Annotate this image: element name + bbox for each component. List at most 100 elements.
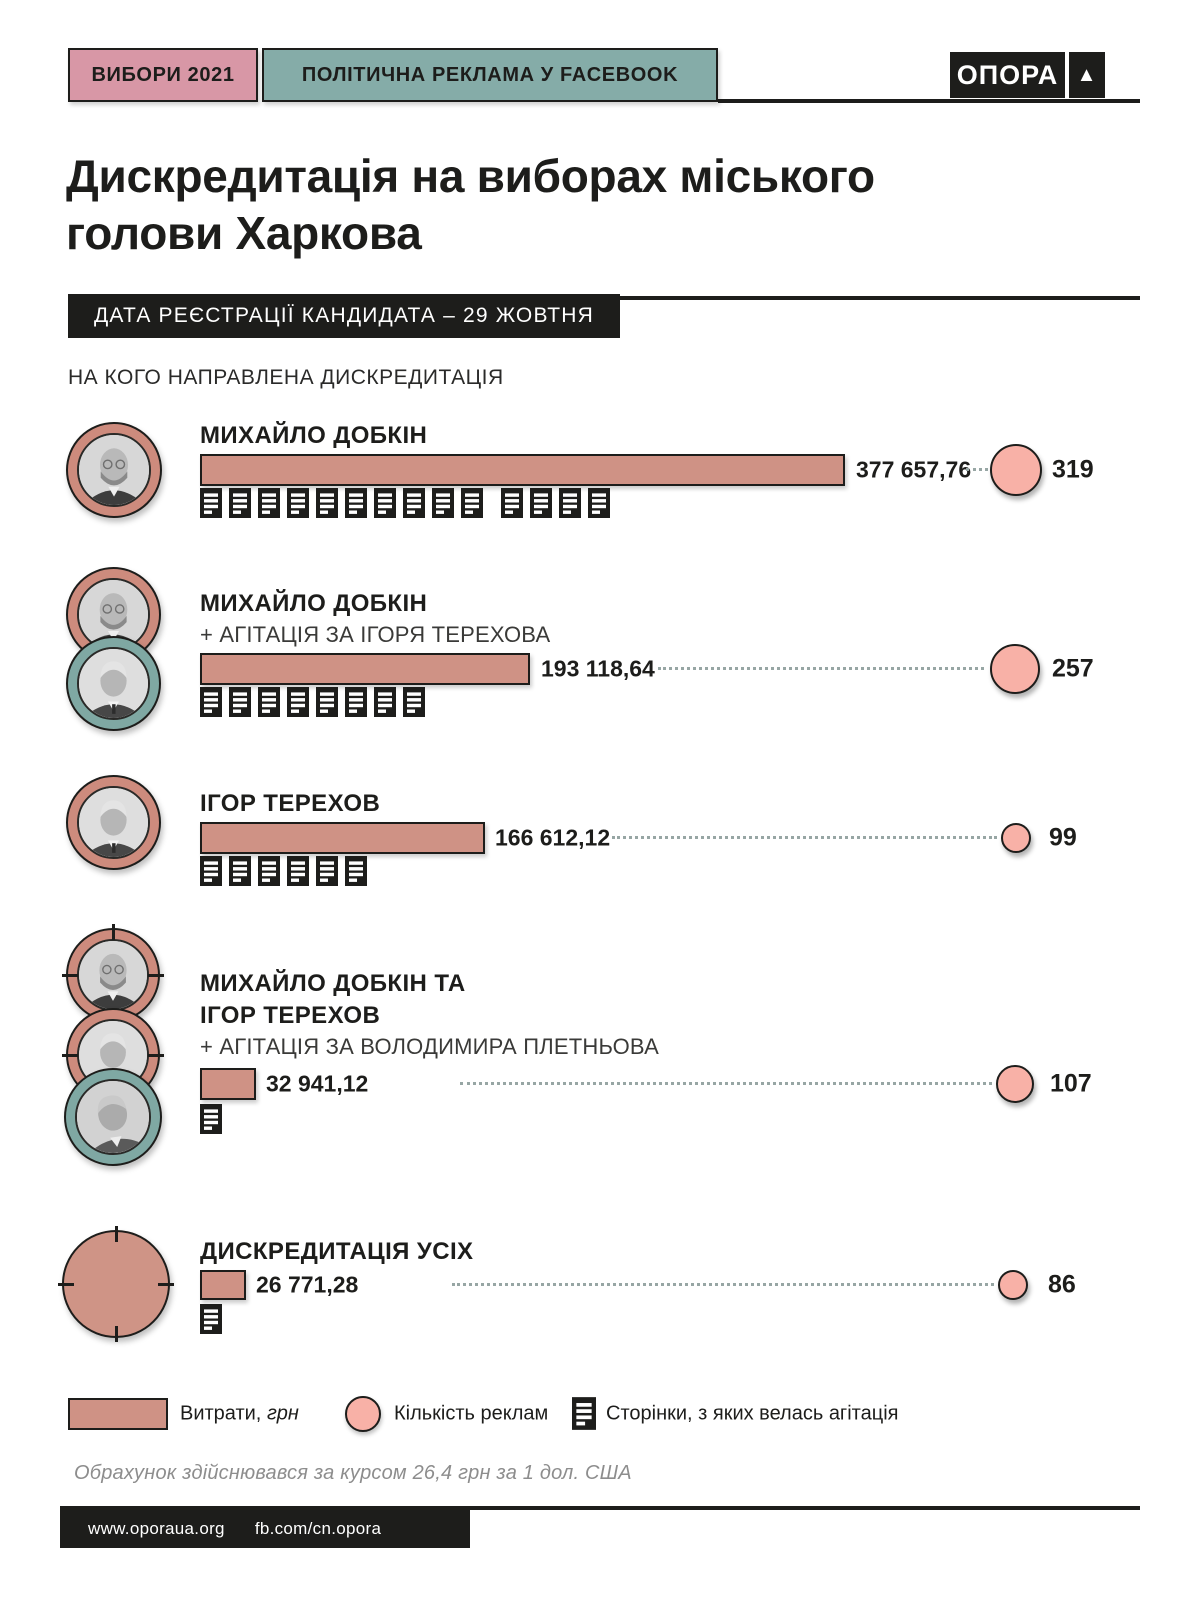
dotted-leader [966, 468, 988, 471]
footer: www.oporaua.org fb.com/cn.opora [60, 1510, 470, 1548]
spend-value: 32 941,12 [266, 1070, 369, 1097]
page-icon [501, 488, 523, 518]
all-targets-circle [58, 1226, 174, 1342]
opora-logo-text: ОПОРА [956, 59, 1059, 90]
ads-count-circle [996, 1065, 1034, 1103]
page-icon [287, 687, 309, 717]
opora-logo: ОПОРА [950, 52, 1065, 98]
target-name-line-2: ІГОР ТЕРЕХОВ [200, 1002, 381, 1029]
spend-bar [200, 1068, 256, 1100]
dotted-leader [612, 836, 997, 839]
legend-page-icon [572, 1397, 596, 1430]
crosshair-tick [115, 1226, 118, 1242]
page-icon-group [200, 1304, 222, 1334]
elections-2021-badge-label: ВИБОРИ 2021 [91, 63, 235, 86]
target-row-terekhov: ІГОР ТЕРЕХОВ 166 612,12 99 [0, 772, 1200, 900]
section-label: НА КОГО НАПРАВЛЕНА ДИСКРЕДИТАЦІЯ [68, 366, 504, 389]
legend-ads-label: Кількість реклам [394, 1402, 549, 1425]
page-icon [287, 856, 309, 886]
footer-facebook-link[interactable]: fb.com/cn.opora [254, 1519, 382, 1538]
target-row-dobkin-terekhov-agit: МИХАЙЛО ДОБКІН + АГІТАЦІЯ ЗА ІГОРЯ ТЕРЕХ… [0, 565, 1200, 745]
pages-icons [200, 1104, 222, 1134]
page-icon-group [200, 1104, 222, 1134]
page-icon [345, 856, 367, 886]
crosshair-tick [62, 1054, 78, 1057]
crosshair-tick [158, 1283, 174, 1286]
target-row-all: ДИСКРЕДИТАЦІЯ УСІХ 26 771,28 86 [0, 1226, 1200, 1353]
page-icon [572, 1397, 596, 1430]
ads-count: 319 [1052, 455, 1094, 484]
spend-value: 166 612,12 [495, 824, 611, 851]
page-icon-group [200, 856, 367, 886]
page-icon [588, 488, 610, 518]
page-icon [374, 687, 396, 717]
target-name: МИХАЙЛО ДОБКІН [200, 590, 428, 617]
page-icon [530, 488, 552, 518]
ads-count-circle [1001, 823, 1031, 853]
legend-spend-label: Витрати, грн [180, 1402, 299, 1425]
opora-triangle-icon: ▲ [1069, 52, 1105, 98]
page-icon [258, 687, 280, 717]
spend-bar [200, 822, 485, 854]
legend-bar-swatch [68, 1398, 168, 1430]
page-title-line-2: голови Харкова [66, 207, 422, 259]
page-title-line-1: Дискредитація на виборах міського [66, 150, 875, 202]
target-name: МИХАЙЛО ДОБКІН [200, 422, 428, 449]
avatar-mykhailo-dobkin [62, 924, 164, 1022]
target-name-line-1: МИХАЙЛО ДОБКІН ТА [200, 970, 466, 997]
registration-date-badge: ДАТА РЕЄСТРАЦІЇ КАНДИДАТА – 29 ЖОВТНЯ [68, 294, 621, 338]
crosshair-tick [112, 924, 115, 940]
page-icon [200, 488, 222, 518]
page-icon-group [501, 488, 610, 518]
target-row-dobkin-terekhov-pletnov: МИХАЙЛО ДОБКІН ТА ІГОР ТЕРЕХОВ + АГІТАЦІ… [0, 922, 1200, 1177]
ads-count-circle [990, 444, 1042, 496]
page-icon [229, 856, 251, 886]
exchange-rate-note: Обрахунок здійснювався за курсом 26,4 гр… [74, 1462, 632, 1484]
target-name: ІГОР ТЕРЕХОВ [200, 790, 381, 817]
avatar-mykhailo-dobkin [66, 422, 162, 518]
page-icon [374, 488, 396, 518]
ads-count: 257 [1052, 654, 1094, 683]
page-icon [345, 488, 367, 518]
header-rule [718, 99, 1140, 103]
target-subtitle: + АГІТАЦІЯ ЗА ІГОРЯ ТЕРЕХОВА [200, 622, 551, 647]
registration-rule [340, 296, 1140, 300]
page-icon [200, 1304, 222, 1334]
crosshair-tick [115, 1326, 118, 1342]
page-icon [316, 488, 338, 518]
dotted-leader [452, 1283, 994, 1286]
spend-bar [200, 653, 530, 685]
footer-rule [60, 1506, 1140, 1510]
ads-count: 86 [1048, 1270, 1076, 1299]
portrait-ihor-terekhov [77, 647, 150, 720]
political-ads-facebook-badge: ПОЛІТИЧНА РЕКЛАМА У FACEBOOK [262, 48, 718, 102]
page-icon [258, 488, 280, 518]
page-icon [287, 488, 309, 518]
avatar-volodymyr-pletnov [64, 1068, 162, 1166]
page-icon [403, 488, 425, 518]
target-subtitle: + АГІТАЦІЯ ЗА ВОЛОДИМИРА ПЛЕТНЬОВА [200, 1034, 659, 1059]
pages-icons [200, 856, 367, 886]
page-title: Дискредитація на виборах міського голови… [66, 148, 1066, 262]
page-icon [559, 488, 581, 518]
target-row-dobkin: МИХАЙЛО ДОБКІН 377 657,76 319 [0, 418, 1200, 552]
avatar-ihor-terekhov [66, 636, 161, 731]
legend-pages-label: Сторінки, з яких велась агітація [606, 1402, 899, 1425]
footer-website-link[interactable]: www.oporaua.org [88, 1519, 225, 1538]
page-icon [461, 488, 483, 518]
page-icon [229, 488, 251, 518]
target-name: ДИСКРЕДИТАЦІЯ УСІХ [200, 1238, 474, 1265]
page-icon-group [200, 687, 425, 717]
elections-2021-badge: ВИБОРИ 2021 [68, 48, 258, 102]
page-icon [229, 687, 251, 717]
ads-count-circle [998, 1270, 1028, 1300]
spend-bar [200, 1270, 246, 1300]
crosshair-tick [62, 974, 78, 977]
ads-count: 107 [1050, 1069, 1092, 1098]
page-icon [432, 488, 454, 518]
crosshair-tick [148, 974, 164, 977]
page-icon [200, 1104, 222, 1134]
pages-icons [200, 1304, 222, 1334]
ads-count: 99 [1049, 823, 1077, 852]
